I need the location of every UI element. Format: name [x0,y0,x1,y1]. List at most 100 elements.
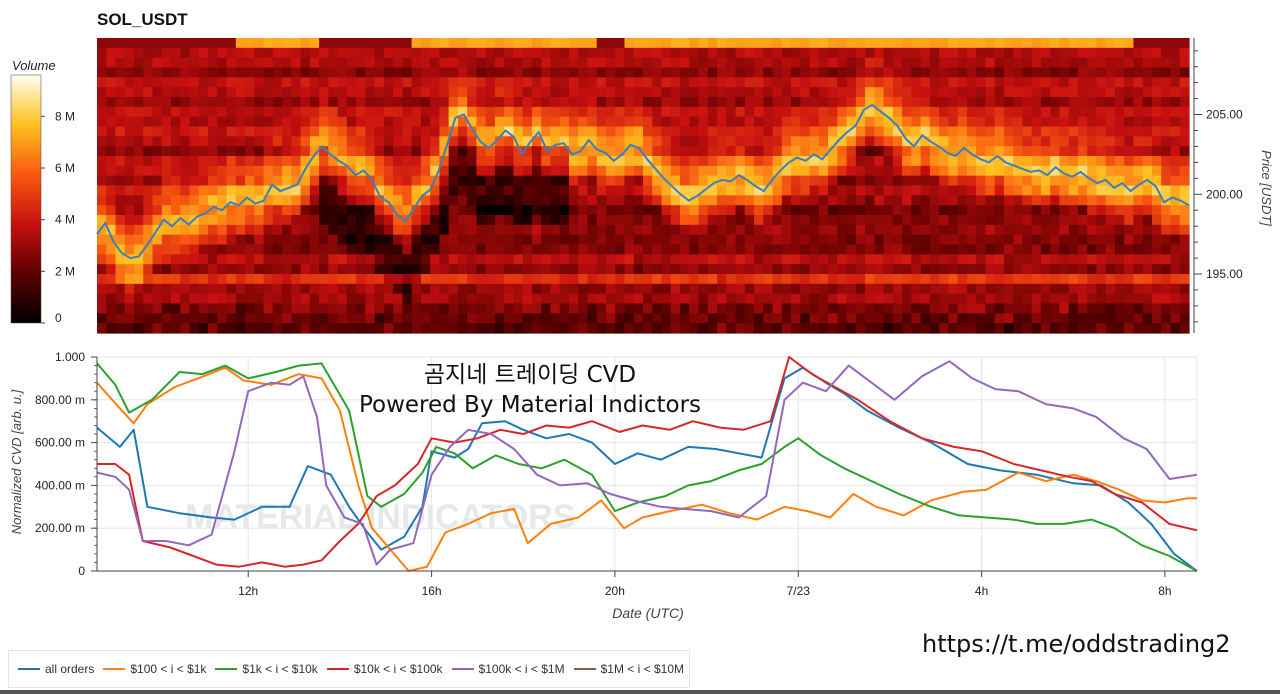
heatmap-cell [643,254,653,265]
heatmap-cell [161,254,172,265]
heatmap-cell [643,87,653,98]
heatmap-cell [439,175,450,187]
heatmap-cell [1096,283,1107,295]
heatmap-cell [134,224,144,236]
legend-item[interactable]: $1k < i < $10k [215,662,318,676]
heatmap-cell [1133,313,1144,324]
heatmap-cell [328,156,339,167]
heatmap-cell [763,57,774,69]
heatmap-cell [550,215,561,226]
heatmap-cell [920,38,931,49]
heatmap-cell [652,57,663,69]
heatmap-cell [605,185,616,196]
heatmap-cell [319,97,329,108]
heatmap-cell [217,323,228,334]
heatmap-cell [1096,215,1107,226]
heatmap-cell [809,165,820,177]
heatmap-cell [643,264,653,275]
heatmap-cell [605,126,616,137]
heatmap-cell [578,146,589,157]
heatmap-cell [994,97,1005,108]
heatmap-cell [698,97,709,108]
heatmap-cell [1133,116,1144,128]
telegram-link[interactable]: https://t.me/oddstrading2 [922,630,1231,658]
legend-item[interactable]: $100 < i < $1k [103,662,206,676]
heatmap-cell [1087,293,1098,305]
heatmap-cell [1050,195,1061,206]
heatmap-cell [485,313,496,324]
heatmap-cell [1151,47,1162,59]
heatmap-cell [902,244,912,255]
heatmap-cell [254,136,265,147]
heatmap-cell [744,97,755,108]
heatmap-cell [1096,165,1107,177]
heatmap-cell [143,175,154,187]
heatmap-cell [550,38,561,49]
legend-item[interactable]: $10k < i < $100k [326,662,443,676]
heatmap-cell [208,195,218,206]
heatmap-cell [1022,57,1033,69]
heatmap-cell [1142,165,1153,177]
legend-item[interactable]: all orders [18,662,94,676]
heatmap-cell [282,224,292,236]
heatmap-cell [809,57,820,69]
heatmap-cell [291,224,302,236]
heatmap-cell [300,156,311,167]
heatmap-cell [763,283,774,295]
heatmap-cell [356,126,366,137]
heatmap-cell [1142,234,1153,246]
heatmap-cell [365,215,376,226]
heatmap-cell [356,175,366,187]
heatmap-cell [763,136,774,147]
heatmap-cell [411,136,422,147]
heatmap-cell [485,67,496,78]
heatmap-cell [735,146,746,157]
heatmap-cell [337,283,348,295]
heatmap-cell [1096,205,1107,216]
colorbar-tick-label: 4 M [55,213,75,227]
heatmap-cell [300,224,311,236]
heatmap-cell [448,57,459,69]
heatmap-cell [781,254,792,265]
heatmap-cell [920,224,931,236]
heatmap-cell [198,116,209,128]
heatmap-cell [670,244,681,255]
heatmap-cell [1031,283,1042,295]
heatmap-cell [541,283,552,295]
heatmap-cell [994,195,1005,206]
heatmap-cell [476,254,487,265]
heatmap-cell [1161,136,1172,147]
heatmap-cell [855,165,866,177]
heatmap-cell [328,77,339,88]
heatmap-cell [957,264,968,275]
heatmap-cell [245,77,255,88]
heatmap-cell [309,67,320,78]
heatmap-cell [1105,195,1116,206]
heatmap-cell [957,165,968,177]
heatmap-cell [467,116,478,128]
heatmap-cell [328,254,339,265]
heatmap-cell [143,126,154,137]
legend-item[interactable]: $1M < i < $10M [573,662,684,676]
heatmap-cell [939,264,949,275]
heatmap-cell [263,47,274,59]
legend-item[interactable]: $100k < i < $1M [451,662,565,676]
heatmap-cell [337,224,348,236]
heatmap-cell [337,264,348,275]
heatmap-cell [568,195,579,206]
heatmap-cell [624,116,635,128]
heatmap-cell [476,116,487,128]
heatmap-cell [902,175,912,187]
heatmap-cell [939,195,949,206]
heatmap-cell [772,165,783,177]
heatmap-cell [171,283,181,295]
heatmap-cell [383,195,394,206]
heatmap-cell [957,323,968,334]
heatmap-cell [800,97,811,108]
heatmap-cell [1161,224,1172,236]
heatmap-cell [235,136,246,147]
heatmap-cell [717,185,727,196]
heatmap-cell [578,136,589,147]
heatmap-cell [1105,175,1116,187]
heatmap-cell [356,313,366,324]
